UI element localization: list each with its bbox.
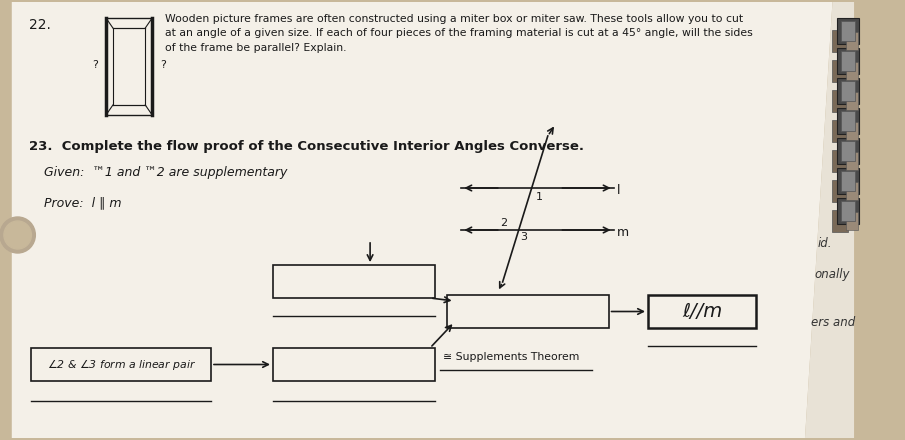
Text: ?: ?	[160, 60, 166, 70]
Bar	[273, 348, 435, 381]
Text: m: m	[616, 225, 629, 238]
Text: ℓ//m: ℓ//m	[681, 302, 722, 321]
Bar	[837, 78, 859, 104]
Bar	[648, 295, 756, 328]
Bar	[833, 60, 848, 82]
Bar	[842, 81, 855, 101]
Polygon shape	[12, 2, 833, 438]
Bar	[833, 30, 848, 52]
Text: $\angle$2 & $\angle$3 form a linear pair: $\angle$2 & $\angle$3 form a linear pair	[47, 357, 195, 372]
Bar	[846, 32, 858, 50]
Circle shape	[0, 217, 35, 253]
Bar	[837, 168, 859, 194]
Bar	[833, 210, 848, 232]
Text: 3: 3	[520, 232, 528, 242]
Bar	[842, 141, 855, 161]
Circle shape	[4, 221, 32, 249]
Text: ≅ Supplements Theorem: ≅ Supplements Theorem	[443, 352, 579, 362]
Bar	[846, 212, 858, 230]
Bar	[842, 21, 855, 41]
Bar	[833, 120, 848, 142]
Text: Prove:  l ∥ m: Prove: l ∥ m	[44, 196, 121, 209]
Text: onally: onally	[814, 268, 851, 281]
Bar	[846, 182, 858, 200]
Bar	[447, 295, 609, 328]
Bar	[846, 62, 858, 80]
Text: l: l	[616, 183, 620, 197]
Bar	[32, 348, 211, 381]
Text: Wooden picture frames are often constructed using a miter box or miter saw. Thes: Wooden picture frames are often construc…	[165, 14, 753, 53]
Text: ers and: ers and	[811, 316, 855, 329]
Text: Given:  ™1 and ™2 are supplementary: Given: ™1 and ™2 are supplementary	[44, 166, 288, 179]
Bar	[833, 180, 848, 202]
Bar	[837, 108, 859, 134]
Bar	[842, 111, 855, 131]
Bar	[842, 171, 855, 191]
Bar	[837, 138, 859, 164]
Bar	[837, 18, 859, 44]
Bar	[846, 122, 858, 140]
Bar	[846, 152, 858, 170]
Bar	[833, 90, 848, 112]
Text: 23.  Complete the flow proof of the Consecutive Interior Angles Converse.: 23. Complete the flow proof of the Conse…	[30, 140, 585, 153]
Bar	[846, 92, 858, 110]
Text: ?: ?	[92, 60, 98, 70]
Text: id.: id.	[818, 237, 833, 250]
Polygon shape	[805, 2, 854, 438]
Bar	[273, 265, 435, 298]
Bar	[837, 198, 859, 224]
Bar	[842, 201, 855, 221]
Bar	[842, 51, 855, 71]
Bar	[833, 150, 848, 172]
Text: 1: 1	[536, 192, 543, 202]
Bar	[837, 48, 859, 74]
Text: 22.: 22.	[30, 18, 52, 32]
Text: 2: 2	[500, 218, 507, 228]
